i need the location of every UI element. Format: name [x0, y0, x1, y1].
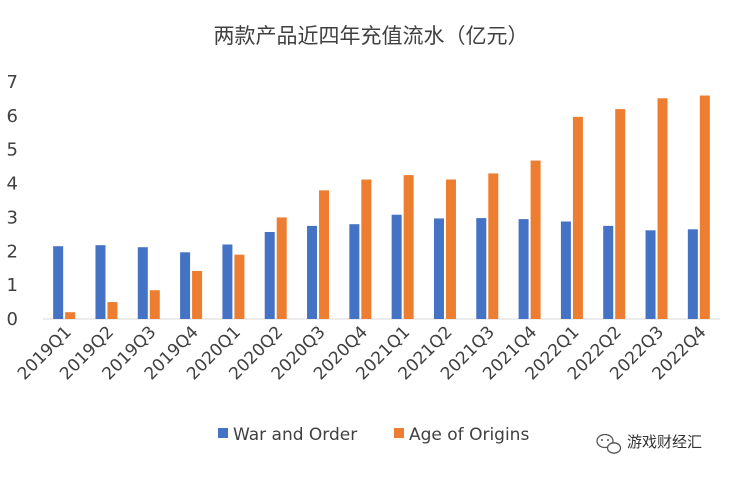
legend-label: Age of Origins	[409, 425, 529, 445]
bar-age-of-origins	[234, 254, 245, 319]
bar-age-of-origins	[65, 312, 76, 319]
y-tick-label: 0	[7, 309, 18, 330]
bar-age-of-origins	[445, 179, 456, 319]
bar-war-and-order	[391, 214, 402, 319]
bar-age-of-origins	[699, 95, 710, 320]
x-axis: 2019Q12019Q22019Q32019Q42020Q12020Q22020…	[14, 322, 711, 384]
bar-war-and-order	[222, 244, 233, 319]
watermark-text: 游戏财经汇	[627, 433, 702, 451]
wechat-icon	[596, 433, 622, 454]
bar-age-of-origins	[615, 109, 626, 319]
bar-age-of-origins	[572, 116, 583, 319]
bar-war-and-order	[518, 219, 529, 319]
bar-war-and-order	[687, 229, 698, 319]
y-tick-label: 2	[7, 241, 18, 262]
bar-age-of-origins	[657, 98, 668, 319]
legend-swatch	[218, 428, 228, 438]
y-tick-label: 4	[7, 174, 18, 195]
bar-war-and-order	[560, 221, 571, 319]
bar-war-and-order	[603, 225, 614, 319]
bar-war-and-order	[433, 218, 444, 319]
watermark: 游戏财经汇	[596, 433, 702, 454]
bar-war-and-order	[307, 225, 318, 319]
bar-age-of-origins	[488, 173, 499, 319]
bar-age-of-origins	[403, 175, 414, 319]
y-tick-label: 3	[7, 207, 18, 228]
bar-war-and-order	[180, 252, 191, 319]
bar-age-of-origins	[361, 179, 372, 319]
bar-war-and-order	[264, 231, 275, 319]
bar-war-and-order	[476, 218, 487, 319]
legend-swatch	[394, 428, 404, 438]
chart-title: 两款产品近四年充值流水（亿元）	[214, 24, 529, 48]
y-tick-label: 7	[7, 72, 18, 93]
bar-age-of-origins	[107, 302, 118, 319]
bars	[53, 95, 710, 320]
bar-age-of-origins	[276, 217, 287, 319]
y-tick-label: 1	[7, 275, 18, 296]
legend: War and Order Age of Origins	[218, 425, 529, 445]
bar-war-and-order	[137, 247, 148, 319]
y-tick-label: 6	[7, 106, 18, 127]
bar-age-of-origins	[192, 270, 203, 319]
bar-war-and-order	[349, 224, 360, 319]
bar-age-of-origins	[149, 290, 160, 319]
bar-age-of-origins	[530, 160, 541, 319]
bar-war-and-order	[53, 246, 64, 319]
bar-age-of-origins	[319, 190, 330, 319]
legend-label: War and Order	[233, 425, 357, 445]
bar-war-and-order	[95, 245, 106, 319]
y-axis: 0 1 2 3 4 5 6 7	[7, 72, 18, 330]
bar-war-and-order	[645, 230, 656, 319]
y-tick-label: 5	[7, 140, 18, 161]
